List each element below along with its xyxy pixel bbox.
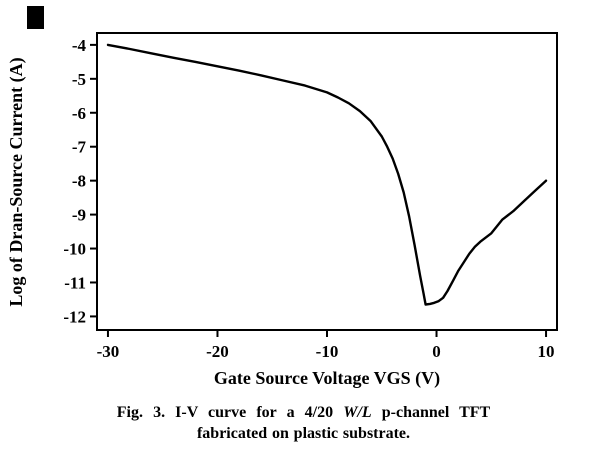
y-tick-label: -7	[72, 138, 87, 157]
x-tick-label: -10	[316, 342, 339, 361]
y-axis-label: Log of Dran-Source Current (A)	[6, 57, 27, 306]
y-tick-label: -4	[72, 36, 87, 55]
y-tick-label: -10	[63, 240, 86, 259]
figure-caption: Fig. 3. I-V curve for a 4/20 W/L p-chann…	[0, 402, 607, 444]
x-tick-label: 0	[432, 342, 441, 361]
y-tick-label: -11	[64, 273, 86, 292]
x-tick-label: -20	[206, 342, 229, 361]
x-axis-label: Gate Source Voltage VGS (V)	[214, 368, 440, 389]
caption-prefix: Fig. 3. I-V curve for a 4/20	[116, 404, 334, 421]
iv-curve-line	[106, 43, 548, 306]
y-tick-label: -9	[72, 206, 86, 225]
x-tick-label: 10	[538, 342, 555, 361]
y-tick-label: -5	[72, 70, 86, 89]
x-tick-label: -30	[97, 342, 120, 361]
iv-curve-chart: Log of Dran-Source Current (A) Gate Sour…	[6, 32, 558, 389]
plot-border	[96, 32, 558, 331]
y-tick-label: -12	[63, 307, 86, 326]
caption-suffix: p-channel TFT	[381, 404, 491, 421]
y-tick-label: -8	[72, 172, 86, 191]
caption-line-1: Fig. 3. I-V curve for a 4/20 W/L p-chann…	[0, 402, 607, 423]
caption-line-2: fabricated on plastic substrate.	[196, 425, 411, 442]
caption-wl-italic: W/L	[343, 404, 372, 421]
scan-artifact-block	[27, 6, 44, 29]
y-tick-label: -6	[72, 104, 86, 123]
